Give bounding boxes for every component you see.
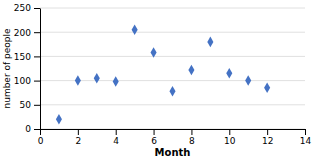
tick-label: 100 [14,76,31,86]
x-axis-title: Month [155,147,191,158]
tick: 100 [14,76,40,86]
x-axis: 0 2 4 6 8 10 12 14 [38,129,312,146]
point [94,73,100,84]
tick-mark [34,32,40,33]
tick: 200 [14,28,40,38]
chart: 0 2 4 6 8 10 12 14 0 50 100 150 200 250 Month number of… [0,0,317,159]
tick-mark [154,129,155,135]
point [151,47,157,58]
axis-line [41,129,306,130]
tick-label: 10 [224,136,236,146]
tick: 6 [151,129,157,146]
tick-label: 0 [25,124,31,134]
tick-mark [34,8,40,9]
point [75,75,81,86]
axis-line [40,9,41,130]
point [264,83,270,94]
grid-line [40,8,305,9]
point [226,68,232,79]
point [132,25,138,36]
grid-line [40,32,305,33]
point [245,75,251,86]
point [207,37,213,48]
tick: 14 [300,129,312,146]
y-axis: 0 50 100 150 200 250 [14,3,41,134]
tick-mark [229,129,230,135]
tick: 0 [25,124,40,134]
tick-label: 8 [189,136,195,146]
tick-label: 2 [75,136,81,146]
tick-mark [34,105,40,106]
point [113,76,119,87]
tick: 2 [75,129,81,146]
plot: 0 2 4 6 8 10 12 14 0 50 100 150 200 250 [14,3,312,146]
tick: 4 [113,129,119,146]
tick: 12 [262,129,273,146]
tick-mark [34,129,40,130]
tick: 10 [224,129,236,146]
point [56,114,62,125]
tick-label: 4 [113,136,119,146]
tick-label: 150 [14,52,31,62]
tick-mark [305,129,306,135]
tick-label: 0 [38,136,44,146]
tick: 8 [189,129,195,146]
tick-mark [34,81,40,82]
tick-mark [78,129,79,135]
grid-line [40,129,305,130]
tick: 50 [20,100,40,110]
grid-line [40,56,305,57]
tick-mark [116,129,117,135]
tick-mark [191,129,192,135]
point [169,86,175,97]
tick-label: 6 [151,136,157,146]
tick-mark [40,129,41,135]
tick-label: 250 [14,3,31,13]
tick: 250 [14,3,40,13]
tick-label: 12 [262,136,273,146]
tick: 150 [14,52,40,62]
tick-mark [267,129,268,135]
tick-label: 50 [20,100,32,110]
tick-label: 14 [300,136,312,146]
points [56,25,270,125]
tick-label: 200 [14,28,31,38]
tick-mark [34,56,40,57]
y-axis-title: number of people [2,28,12,108]
point [188,65,194,76]
grid-line [40,104,305,105]
tick: 0 [38,129,44,146]
y-grid [40,8,305,129]
